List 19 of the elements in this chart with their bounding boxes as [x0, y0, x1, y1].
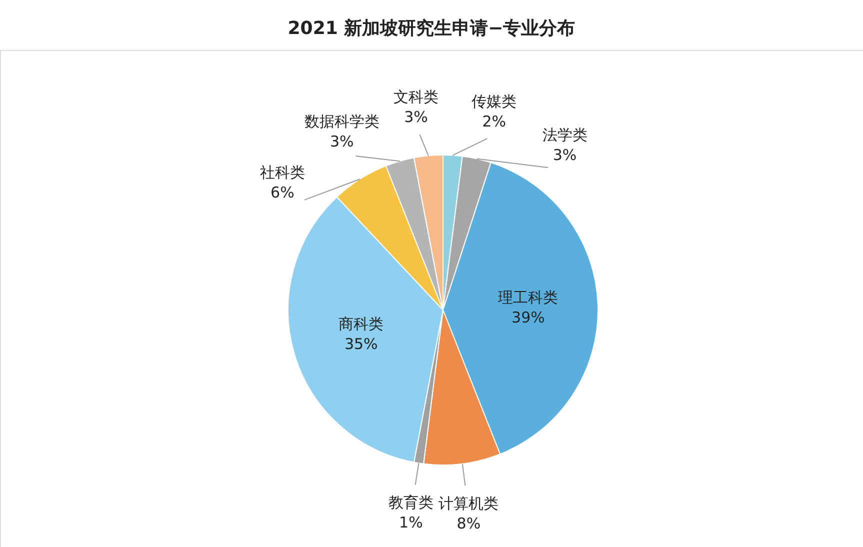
- slice-label: 教育类: [388, 493, 434, 512]
- chart-title: 2021 新加坡研究生申请−专业分布: [288, 18, 576, 39]
- data-label: 3%: [404, 108, 428, 126]
- data-label: 3%: [330, 132, 354, 151]
- data-label: 35%: [344, 334, 378, 353]
- data-label: 3%: [552, 146, 577, 164]
- slice-label: 法学类: [542, 126, 588, 144]
- slice-label: 计算机类: [438, 494, 499, 512]
- data-label: 2%: [482, 112, 506, 130]
- data-label: 8%: [456, 514, 481, 532]
- slice-label: 社科类: [260, 164, 305, 182]
- slice-label: 数据科学类: [304, 112, 380, 131]
- slice-label: 理工科类: [498, 288, 558, 306]
- slice-label: 传媒类: [472, 92, 517, 110]
- slice-label: 商科类: [338, 314, 384, 333]
- data-label: 6%: [270, 184, 294, 202]
- slice-label: 文科类: [394, 88, 439, 106]
- data-label: 1%: [399, 513, 423, 532]
- data-label: 39%: [512, 308, 545, 326]
